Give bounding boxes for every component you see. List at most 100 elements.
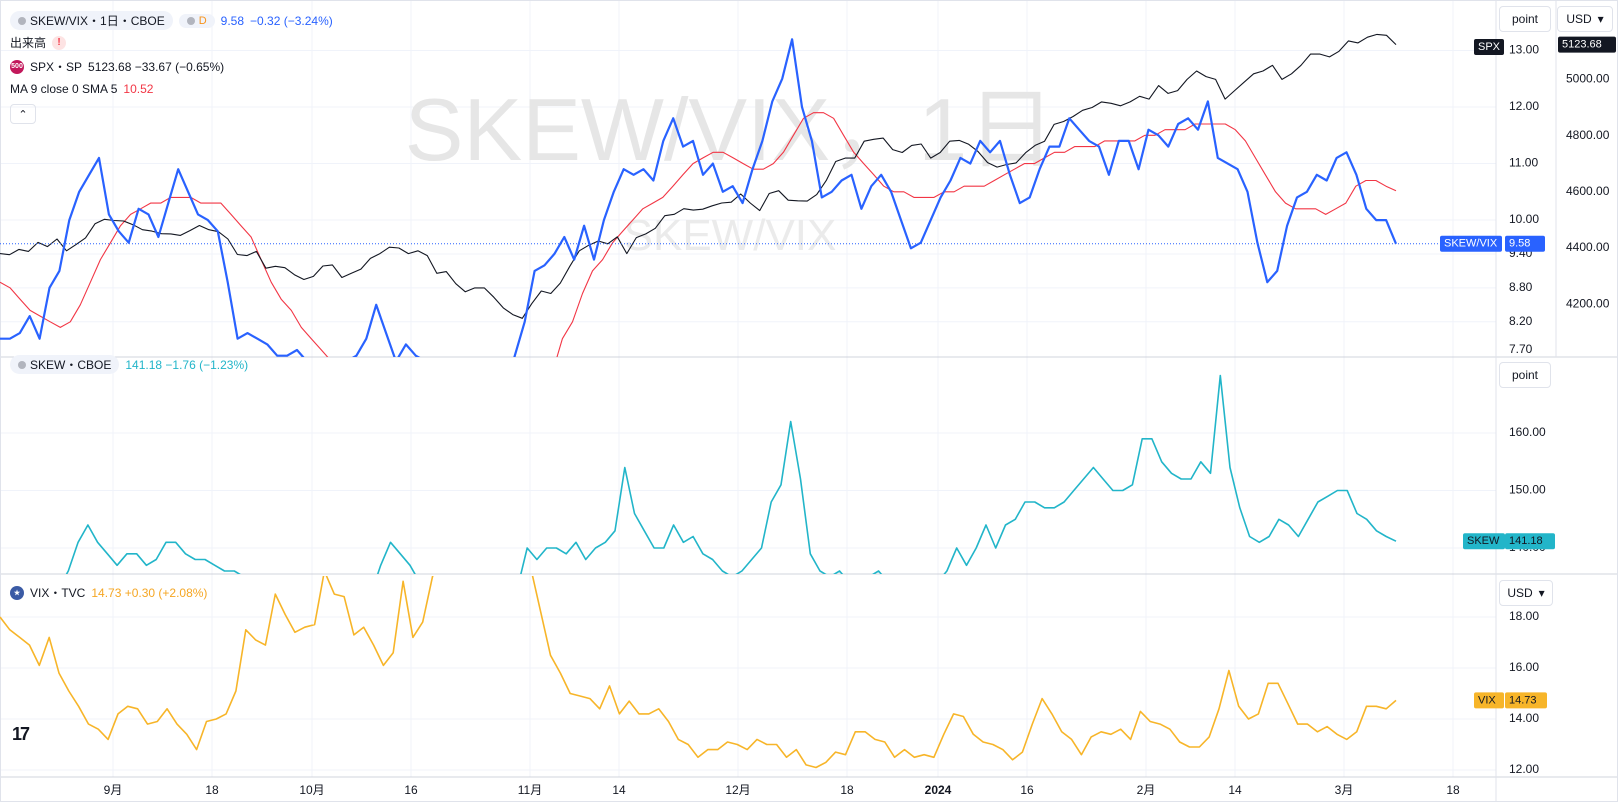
ratio-value-tag: 9.58 xyxy=(1505,235,1545,252)
interval-pill[interactable]: D xyxy=(178,13,215,28)
skew-name-tag: SKEW xyxy=(1463,533,1505,550)
symbol-title: SKEW/VIX・1日・CBOE xyxy=(30,14,165,28)
ma-label: MA 9 close 0 SMA 5 xyxy=(10,82,118,96)
interval-badge: D xyxy=(198,14,207,27)
skew-legend: SKEW・CBOE 141.18 −1.76 (−1.23%) xyxy=(10,355,248,374)
spx-series[interactable] xyxy=(0,33,1397,319)
symbol-pill[interactable]: SKEW/VIX・1日・CBOE xyxy=(10,11,173,30)
x-axis-tick: 16 xyxy=(1020,783,1034,797)
ratio-axis-tick: 8.80 xyxy=(1509,280,1533,294)
x-axis-tick: 9月 xyxy=(104,783,123,797)
point-label: point xyxy=(1511,368,1539,382)
spx-axis-tick: 5000.00 xyxy=(1566,72,1610,86)
vix-legend: ★ VIX・TVC 14.73 +0.30 (+2.08%) xyxy=(10,584,207,601)
svg-text:9.58: 9.58 xyxy=(1509,238,1530,250)
skew-axis-tick: 160.00 xyxy=(1509,425,1546,439)
spx-name-tag: SPX xyxy=(1474,39,1504,55)
vix-values: 14.73 +0.30 (+2.08%) xyxy=(91,585,208,600)
svg-text:5123.68: 5123.68 xyxy=(1562,39,1602,51)
vix-series[interactable] xyxy=(0,530,1397,769)
ma-value: 10.52 xyxy=(123,82,154,96)
vix-axis-tick: 18.00 xyxy=(1509,609,1539,623)
sp500-logo-icon: 500 xyxy=(10,59,24,74)
spx-axis-tick: 4800.00 xyxy=(1566,128,1610,142)
x-axis-tick: 14 xyxy=(1228,783,1242,797)
svg-text:SKEW: SKEW xyxy=(1467,535,1500,547)
vix-name-tag: VIX xyxy=(1474,692,1504,709)
vix-axis-tick: 16.00 xyxy=(1509,660,1539,674)
skew-pill[interactable]: SKEW・CBOE xyxy=(10,355,120,374)
skew-values: 141.18 −1.76 (−1.23%) xyxy=(125,357,249,372)
chevron-up-icon: ⌃ xyxy=(18,108,28,121)
volume-legend: 出来高 ! xyxy=(10,34,67,51)
x-axis-tick: 18 xyxy=(1446,783,1460,797)
x-axis-tick: 11月 xyxy=(518,783,542,797)
spx-legend: 500 SPX・SP 5123.68 −33.67 (−0.65%) xyxy=(10,58,224,75)
skew-value-tag: 141.18 xyxy=(1505,533,1555,550)
x-axis-tick: 2024 xyxy=(925,783,952,797)
spx-label: SPX・SP xyxy=(30,60,83,74)
ratio-axis-tick: 7.70 xyxy=(1509,342,1533,356)
symbol-dot-icon xyxy=(18,360,26,369)
skew-vix-series[interactable] xyxy=(0,38,1398,418)
x-axis-tick: 14 xyxy=(612,783,626,797)
symbol-dot-icon xyxy=(18,16,26,25)
vix-currency-select[interactable]: USD ▾ xyxy=(1499,580,1553,606)
ratio-name-tag: SKEW/VIX xyxy=(1440,235,1502,252)
chevron-down-icon: ▾ xyxy=(1597,12,1604,26)
ma-legend: MA 9 close 0 SMA 5 10.52 xyxy=(10,82,153,96)
warning-icon[interactable]: ! xyxy=(52,35,67,50)
x-axis-tick: 12月 xyxy=(725,783,750,797)
skew-axis-tick: 150.00 xyxy=(1509,483,1546,497)
vix-axis-tick: 14.00 xyxy=(1509,711,1539,725)
last-price: 9.58 xyxy=(220,13,245,28)
chevron-down-icon: ▾ xyxy=(1538,586,1545,600)
currency-label: USD xyxy=(1507,586,1533,600)
vix-line xyxy=(0,576,1397,769)
ratio-axis-tick: 8.20 xyxy=(1509,314,1533,328)
currency-select[interactable]: USD ▾ xyxy=(1557,6,1613,32)
ratio-axis-tick: 11.00 xyxy=(1509,156,1538,170)
point-label: point xyxy=(1511,12,1539,26)
tradingview-logo-icon[interactable]: 17 xyxy=(12,724,30,744)
skew-label: SKEW・CBOE xyxy=(30,358,112,372)
main-legend: SKEW/VIX・1日・CBOE D 9.58 −0.32 (−3.24%) xyxy=(10,11,333,30)
x-axis-tick: 18 xyxy=(205,783,219,797)
x-axis-tick: 3月 xyxy=(1335,783,1354,797)
point-scale-button[interactable]: point xyxy=(1499,6,1551,32)
skew-series[interactable] xyxy=(0,374,1397,629)
price-change: −0.32 (−3.24%) xyxy=(250,13,333,28)
watermark-big: SKEW/VIX，1日 xyxy=(405,80,1055,179)
ratio-axis-tick: 13.00 xyxy=(1509,43,1539,57)
svg-text:SPX: SPX xyxy=(1478,41,1501,53)
spx-value-tag: 5123.68 xyxy=(1558,36,1616,53)
x-axis-tick: 10月 xyxy=(299,783,324,797)
svg-text:SKEW/VIX: SKEW/VIX xyxy=(1444,238,1498,250)
spx-values: 5123.68 −33.67 (−0.65%) xyxy=(88,59,225,74)
ratio-axis-tick: 12.00 xyxy=(1509,99,1539,113)
watermark-small: SKEW/VIX xyxy=(624,211,837,260)
toggle-dot-icon xyxy=(186,16,195,25)
x-axis-tick: 18 xyxy=(840,783,854,797)
us-flag-icon: ★ xyxy=(10,585,24,600)
spx-axis-tick: 4200.00 xyxy=(1566,296,1610,310)
x-axis-tick: 2月 xyxy=(1137,783,1156,797)
spx-axis-tick: 4400.00 xyxy=(1566,240,1610,254)
currency-label: USD xyxy=(1566,12,1592,26)
collapse-legend-button[interactable]: ⌃ xyxy=(10,104,36,124)
ratio-axis-tick: 10.00 xyxy=(1509,212,1539,226)
x-axis-tick: 16 xyxy=(404,783,418,797)
vix-label: VIX・TVC xyxy=(30,586,86,600)
spx-axis-tick: 4600.00 xyxy=(1566,184,1610,198)
skew-vix-line xyxy=(0,38,1398,357)
vix-value-tag: 14.73 xyxy=(1505,692,1547,709)
svg-text:VIX: VIX xyxy=(1478,694,1496,706)
svg-text:141.18: 141.18 xyxy=(1509,535,1543,547)
volume-label: 出来高 xyxy=(10,36,47,50)
vix-axis-tick: 12.00 xyxy=(1509,762,1539,776)
skew-point-scale-button[interactable]: point xyxy=(1499,362,1551,388)
spx-line xyxy=(0,33,1397,319)
skew-line xyxy=(65,374,1397,574)
svg-text:14.73: 14.73 xyxy=(1509,694,1537,706)
